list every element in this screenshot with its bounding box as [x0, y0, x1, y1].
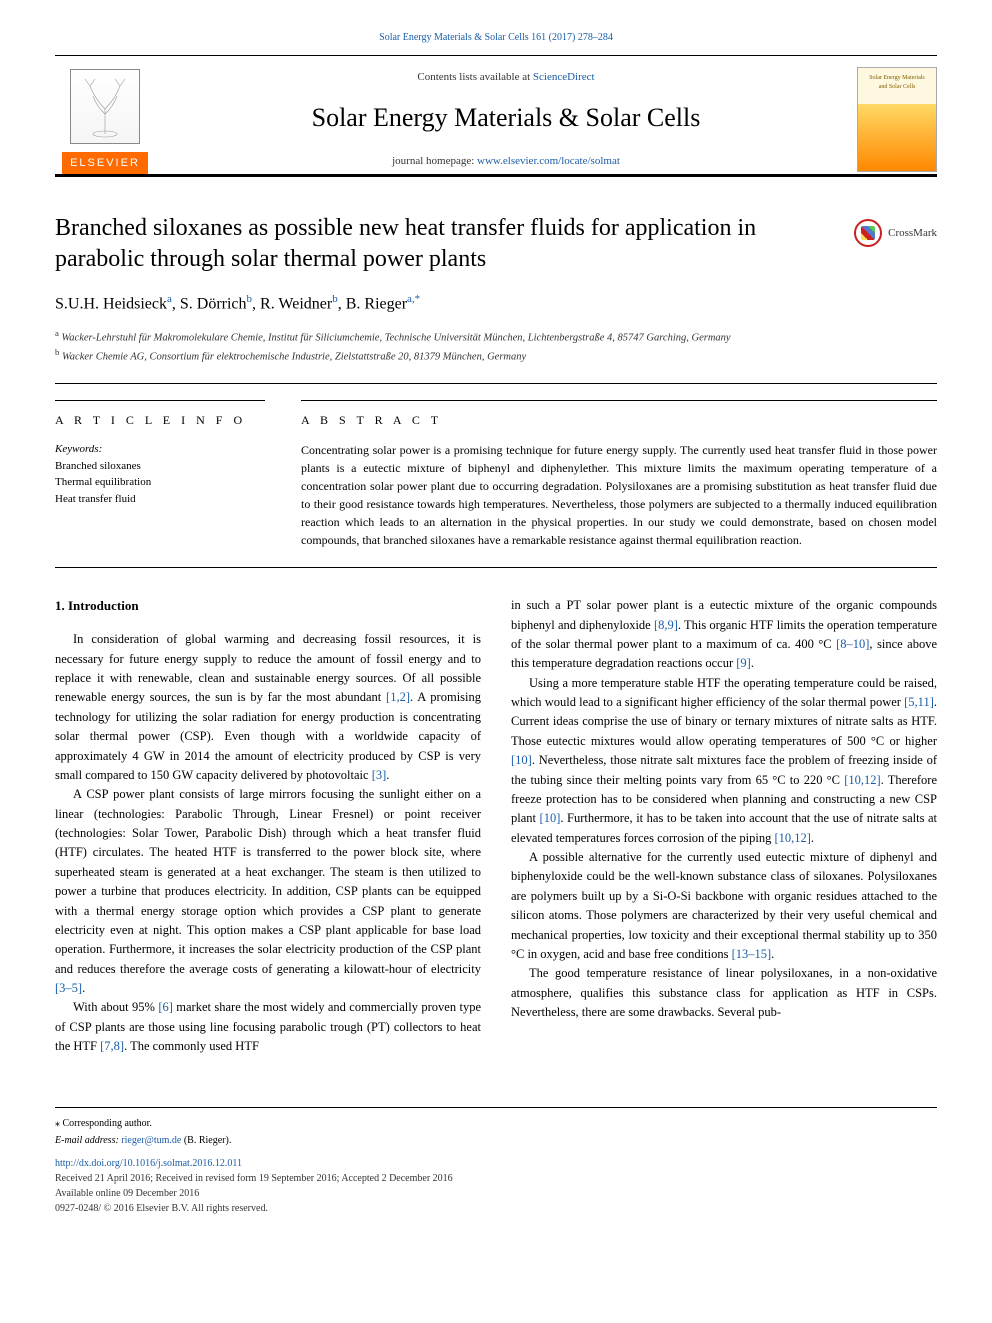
citation: Solar Energy Materials & Solar Cells 161… — [55, 30, 937, 45]
sciencedirect-link[interactable]: ScienceDirect — [533, 71, 595, 83]
keywords-label: Keywords: — [55, 441, 265, 458]
homepage-prefix: journal homepage: — [392, 155, 477, 167]
abstract-heading: A B S T R A C T — [301, 411, 937, 429]
available-online: Available online 09 December 2016 — [55, 1186, 937, 1201]
affil-sup-b: b — [55, 347, 59, 357]
affil-text-a: Wacker-Lehrstuhl für Makromolekulare Che… — [62, 332, 731, 343]
dates-line: Received 21 April 2016; Received in revi… — [55, 1171, 937, 1186]
journal-homepage-link[interactable]: www.elsevier.com/locate/solmat — [477, 155, 620, 167]
keyword: Thermal equilibration — [55, 474, 265, 491]
abstract: A B S T R A C T Concentrating solar powe… — [301, 400, 937, 549]
corresponding-author: ⁎ Corresponding author. — [55, 1116, 937, 1131]
copyright: 0927-0248/ © 2016 Elsevier B.V. All righ… — [55, 1201, 937, 1216]
paragraph: In consideration of global warming and d… — [55, 630, 481, 785]
cover-title-2: and Solar Cells — [879, 83, 916, 92]
column-right: in such a PT solar power plant is a eute… — [511, 596, 937, 1056]
crossmark-icon — [854, 219, 882, 247]
paragraph: in such a PT solar power plant is a eute… — [511, 596, 937, 674]
journal-header: ELSEVIER Contents lists available at Sci… — [55, 55, 937, 177]
cover-title-1: Solar Energy Materials — [869, 74, 925, 83]
affil-text-b: Wacker Chemie AG, Consortium für elektro… — [62, 351, 526, 362]
paragraph: A possible alternative for the currently… — [511, 848, 937, 964]
footer: ⁎ Corresponding author. E-mail address: … — [55, 1107, 937, 1216]
column-left: 1. Introduction In consideration of glob… — [55, 596, 481, 1056]
contents-prefix: Contents lists available at — [417, 71, 532, 83]
affiliation-b: b Wacker Chemie AG, Consortium für elekt… — [55, 346, 937, 365]
paragraph: The good temperature resistance of linea… — [511, 964, 937, 1022]
paragraph: A CSP power plant consists of large mirr… — [55, 785, 481, 998]
journal-name: Solar Energy Materials & Solar Cells — [175, 98, 837, 137]
elsevier-label: ELSEVIER — [62, 152, 148, 175]
crossmark-badge[interactable]: CrossMark — [854, 219, 937, 247]
paragraph: With about 95% [6] market share the most… — [55, 998, 481, 1056]
elsevier-tree-icon — [70, 69, 140, 144]
affiliation-a: a Wacker-Lehrstuhl für Makromolekulare C… — [55, 327, 937, 346]
elsevier-logo: ELSEVIER — [55, 64, 155, 174]
paragraph: Using a more temperature stable HTF the … — [511, 674, 937, 848]
crossmark-label: CrossMark — [888, 225, 937, 242]
affil-sup-a: a — [55, 328, 59, 338]
homepage-line: journal homepage: www.elsevier.com/locat… — [175, 153, 837, 170]
affiliations: a Wacker-Lehrstuhl für Makromolekulare C… — [55, 327, 937, 366]
authors: S.U.H. Heidsiecka, S. Dörrichb, R. Weidn… — [55, 291, 937, 316]
email-link[interactable]: rieger@tum.de — [121, 1135, 181, 1146]
keyword: Heat transfer fluid — [55, 491, 265, 508]
doi-link[interactable]: http://dx.doi.org/10.1016/j.solmat.2016.… — [55, 1158, 242, 1169]
keyword: Branched siloxanes — [55, 458, 265, 475]
keywords-list: Branched siloxanes Thermal equilibration… — [55, 458, 265, 508]
email-suffix: (B. Rieger). — [181, 1135, 231, 1146]
section-1-heading: 1. Introduction — [55, 596, 481, 616]
journal-cover-thumbnail: Solar Energy Materials and Solar Cells — [857, 67, 937, 172]
abstract-text: Concentrating solar power is a promising… — [301, 441, 937, 549]
article-info: A R T I C L E I N F O Keywords: Branched… — [55, 400, 265, 549]
email-line: E-mail address: rieger@tum.de (B. Rieger… — [55, 1133, 937, 1148]
article-title: Branched siloxanes as possible new heat … — [55, 213, 854, 275]
email-label: E-mail address: — [55, 1135, 121, 1146]
article-info-heading: A R T I C L E I N F O — [55, 411, 265, 429]
body-text: 1. Introduction In consideration of glob… — [55, 596, 937, 1056]
contents-line: Contents lists available at ScienceDirec… — [175, 69, 837, 86]
